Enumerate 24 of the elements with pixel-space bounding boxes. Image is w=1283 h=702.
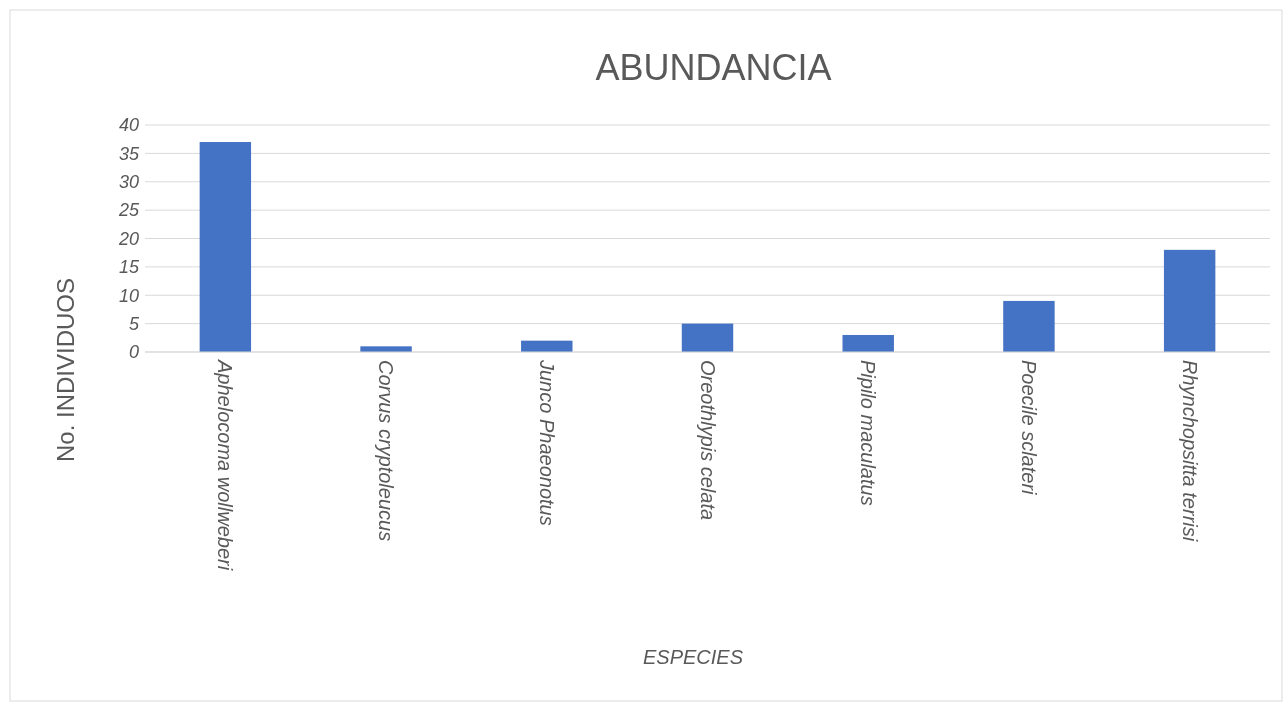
y-tick-label: 35 <box>118 143 140 164</box>
x-axis-title: ESPECIES <box>642 646 744 668</box>
y-tick-label: 30 <box>118 172 139 193</box>
y-tick-label: 20 <box>117 228 139 249</box>
y-axis-title: No. INDIVIDUOS <box>52 277 79 463</box>
y-tick-label: 25 <box>117 200 140 221</box>
bar <box>1003 300 1055 352</box>
x-tick-label: Corvus cryptoleucus <box>375 360 398 542</box>
y-tick-label: 0 <box>128 342 139 363</box>
x-tick-label: Aphelocoma wollweberi <box>214 359 237 571</box>
y-tick-label: 15 <box>118 257 140 278</box>
bar <box>199 142 252 352</box>
x-tick-label: Junco Phaeonotus <box>535 359 558 526</box>
chart-title: ABUNDANCIA <box>595 47 832 88</box>
x-tick-label: Pipilo maculatus <box>857 360 880 506</box>
bar <box>681 323 734 352</box>
x-tick-label: Oreothlypis celata <box>696 360 719 521</box>
y-tick-label: 10 <box>118 285 139 306</box>
x-tick-label: Poecile sclateri <box>1017 360 1040 496</box>
bar <box>1163 249 1216 352</box>
y-tick-label: 40 <box>118 115 139 136</box>
x-tick-label: Rhynchopsitta terrisi <box>1178 360 1201 542</box>
bar <box>842 334 894 352</box>
y-tick-label: 5 <box>128 313 140 334</box>
